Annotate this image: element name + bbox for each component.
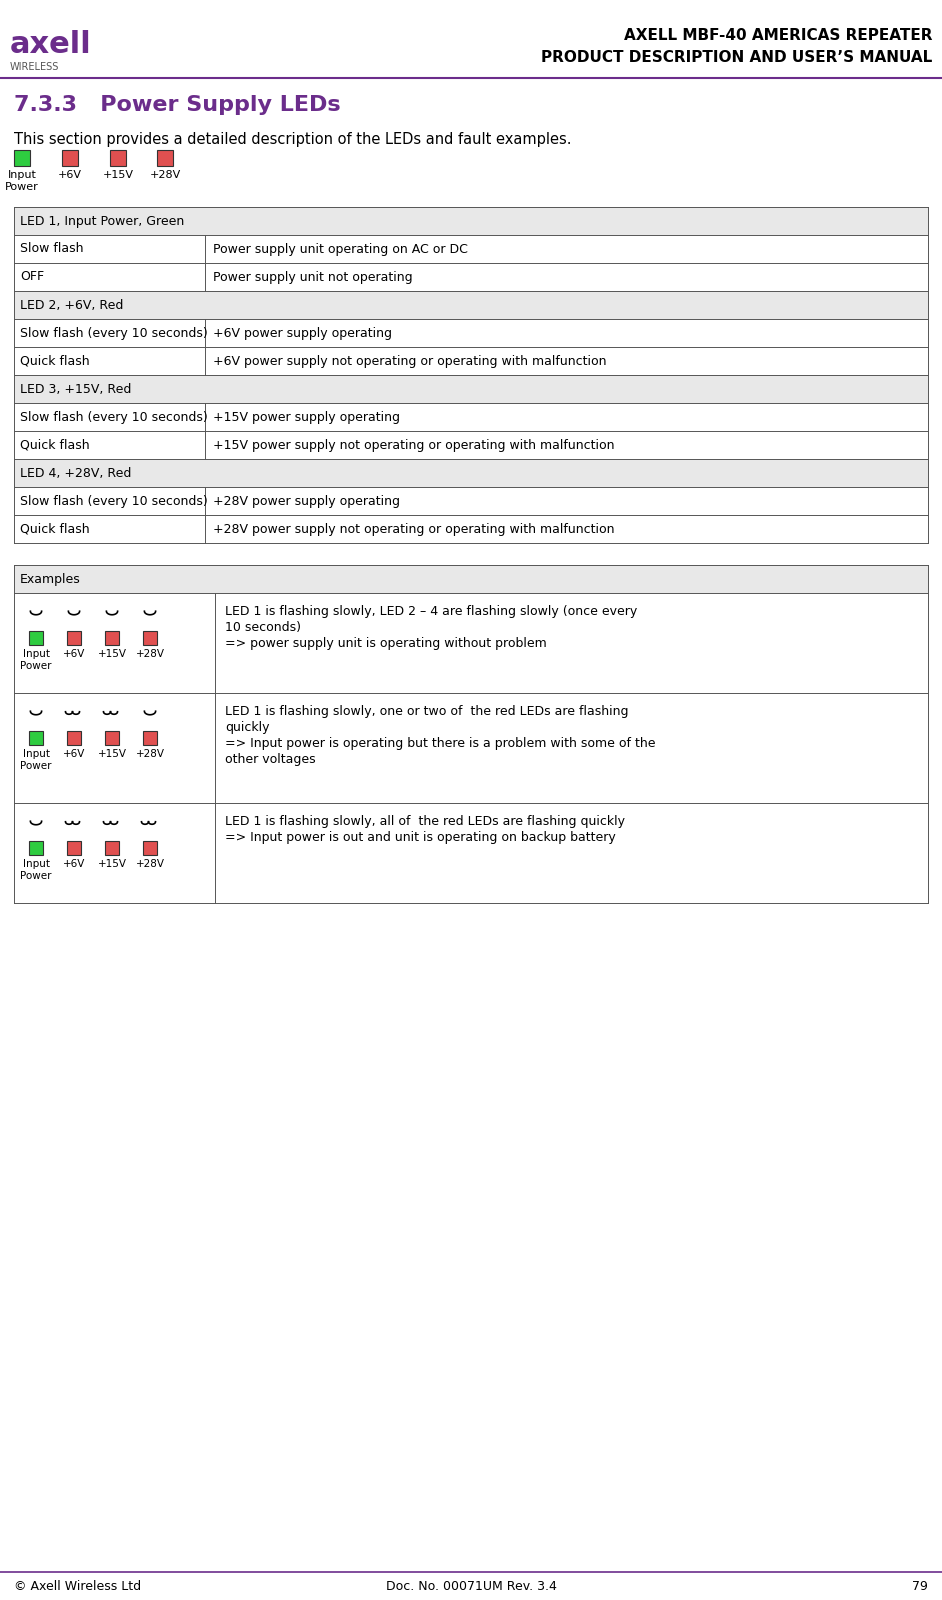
Text: Input
Power: Input Power bbox=[5, 170, 39, 192]
Text: +28V: +28V bbox=[136, 749, 165, 758]
Text: Slow flash (every 10 seconds): Slow flash (every 10 seconds) bbox=[20, 411, 208, 424]
FancyBboxPatch shape bbox=[14, 403, 928, 430]
Text: Quick flash: Quick flash bbox=[20, 438, 89, 451]
FancyBboxPatch shape bbox=[143, 731, 157, 746]
FancyBboxPatch shape bbox=[105, 731, 119, 746]
Text: Input
Power: Input Power bbox=[20, 749, 52, 771]
FancyBboxPatch shape bbox=[67, 731, 81, 746]
FancyBboxPatch shape bbox=[14, 594, 928, 693]
FancyBboxPatch shape bbox=[14, 347, 928, 374]
Text: +15V: +15V bbox=[98, 650, 126, 659]
Text: +15V power supply operating: +15V power supply operating bbox=[213, 411, 400, 424]
FancyBboxPatch shape bbox=[14, 206, 928, 235]
FancyBboxPatch shape bbox=[14, 318, 928, 347]
Text: LED 2, +6V, Red: LED 2, +6V, Red bbox=[20, 299, 123, 312]
FancyBboxPatch shape bbox=[14, 803, 928, 902]
Text: This section provides a detailed description of the LEDs and fault examples.: This section provides a detailed descrip… bbox=[14, 133, 572, 147]
Text: quickly: quickly bbox=[225, 722, 269, 734]
Text: Quick flash: Quick flash bbox=[20, 355, 89, 368]
FancyBboxPatch shape bbox=[67, 630, 81, 645]
Text: 10 seconds): 10 seconds) bbox=[225, 621, 301, 634]
Text: PRODUCT DESCRIPTION AND USER’S MANUAL: PRODUCT DESCRIPTION AND USER’S MANUAL bbox=[541, 50, 932, 66]
FancyBboxPatch shape bbox=[14, 374, 928, 403]
FancyBboxPatch shape bbox=[105, 842, 119, 854]
Text: 79: 79 bbox=[912, 1581, 928, 1594]
Text: other voltages: other voltages bbox=[225, 754, 316, 766]
Text: 7.3.3   Power Supply LEDs: 7.3.3 Power Supply LEDs bbox=[14, 94, 341, 115]
Text: LED 1 is flashing slowly, LED 2 – 4 are flashing slowly (once every: LED 1 is flashing slowly, LED 2 – 4 are … bbox=[225, 605, 637, 618]
Text: Input
Power: Input Power bbox=[20, 859, 52, 880]
FancyBboxPatch shape bbox=[157, 150, 173, 166]
FancyBboxPatch shape bbox=[14, 262, 928, 291]
Text: +6V power supply not operating or operating with malfunction: +6V power supply not operating or operat… bbox=[213, 355, 607, 368]
Text: => Input power is out and unit is operating on backup battery: => Input power is out and unit is operat… bbox=[225, 830, 616, 845]
Text: +28V: +28V bbox=[150, 170, 181, 179]
Text: +6V: +6V bbox=[58, 170, 82, 179]
Text: OFF: OFF bbox=[20, 270, 44, 283]
FancyBboxPatch shape bbox=[14, 150, 30, 166]
Text: © Axell Wireless Ltd: © Axell Wireless Ltd bbox=[14, 1581, 141, 1594]
Text: LED 1 is flashing slowly, one or two of  the red LEDs are flashing: LED 1 is flashing slowly, one or two of … bbox=[225, 706, 628, 718]
Text: +15V: +15V bbox=[98, 859, 126, 869]
FancyBboxPatch shape bbox=[143, 842, 157, 854]
Text: axell: axell bbox=[10, 30, 91, 59]
Text: => Input power is operating but there is a problem with some of the: => Input power is operating but there is… bbox=[225, 738, 656, 750]
FancyBboxPatch shape bbox=[14, 693, 928, 803]
FancyBboxPatch shape bbox=[29, 731, 43, 746]
FancyBboxPatch shape bbox=[62, 150, 78, 166]
Text: Doc. No. 00071UM Rev. 3.4: Doc. No. 00071UM Rev. 3.4 bbox=[385, 1581, 557, 1594]
Text: LED 1, Input Power, Green: LED 1, Input Power, Green bbox=[20, 214, 185, 227]
FancyBboxPatch shape bbox=[143, 630, 157, 645]
FancyBboxPatch shape bbox=[110, 150, 126, 166]
FancyBboxPatch shape bbox=[14, 515, 928, 542]
FancyBboxPatch shape bbox=[14, 235, 928, 262]
Text: +15V: +15V bbox=[98, 749, 126, 758]
FancyBboxPatch shape bbox=[14, 486, 928, 515]
FancyBboxPatch shape bbox=[14, 291, 928, 318]
Text: Power supply unit not operating: Power supply unit not operating bbox=[213, 270, 413, 283]
FancyBboxPatch shape bbox=[29, 842, 43, 854]
Text: Slow flash: Slow flash bbox=[20, 243, 84, 256]
Text: +28V: +28V bbox=[136, 859, 165, 869]
Text: +6V power supply operating: +6V power supply operating bbox=[213, 326, 392, 339]
Text: +6V: +6V bbox=[63, 749, 85, 758]
Text: LED 3, +15V, Red: LED 3, +15V, Red bbox=[20, 382, 131, 395]
Text: +6V: +6V bbox=[63, 650, 85, 659]
Text: LED 4, +28V, Red: LED 4, +28V, Red bbox=[20, 467, 131, 480]
FancyBboxPatch shape bbox=[67, 842, 81, 854]
Text: Quick flash: Quick flash bbox=[20, 523, 89, 536]
Text: LED 1 is flashing slowly, all of  the red LEDs are flashing quickly: LED 1 is flashing slowly, all of the red… bbox=[225, 814, 625, 829]
Text: +28V power supply not operating or operating with malfunction: +28V power supply not operating or opera… bbox=[213, 523, 614, 536]
Text: => power supply unit is operating without problem: => power supply unit is operating withou… bbox=[225, 637, 546, 650]
Text: Slow flash (every 10 seconds): Slow flash (every 10 seconds) bbox=[20, 326, 208, 339]
FancyBboxPatch shape bbox=[14, 430, 928, 459]
Text: Power supply unit operating on AC or DC: Power supply unit operating on AC or DC bbox=[213, 243, 468, 256]
FancyBboxPatch shape bbox=[105, 630, 119, 645]
Text: +15V power supply not operating or operating with malfunction: +15V power supply not operating or opera… bbox=[213, 438, 614, 451]
Text: Slow flash (every 10 seconds): Slow flash (every 10 seconds) bbox=[20, 494, 208, 507]
Text: +6V: +6V bbox=[63, 859, 85, 869]
FancyBboxPatch shape bbox=[14, 459, 928, 486]
FancyBboxPatch shape bbox=[14, 565, 928, 594]
Text: +15V: +15V bbox=[103, 170, 134, 179]
Text: AXELL MBF-40 AMERICAS REPEATER: AXELL MBF-40 AMERICAS REPEATER bbox=[624, 27, 932, 43]
Text: Examples: Examples bbox=[20, 573, 81, 586]
Text: +28V power supply operating: +28V power supply operating bbox=[213, 494, 400, 507]
Text: WIRELESS: WIRELESS bbox=[10, 62, 59, 72]
Text: Input
Power: Input Power bbox=[20, 650, 52, 670]
Text: +28V: +28V bbox=[136, 650, 165, 659]
FancyBboxPatch shape bbox=[29, 630, 43, 645]
